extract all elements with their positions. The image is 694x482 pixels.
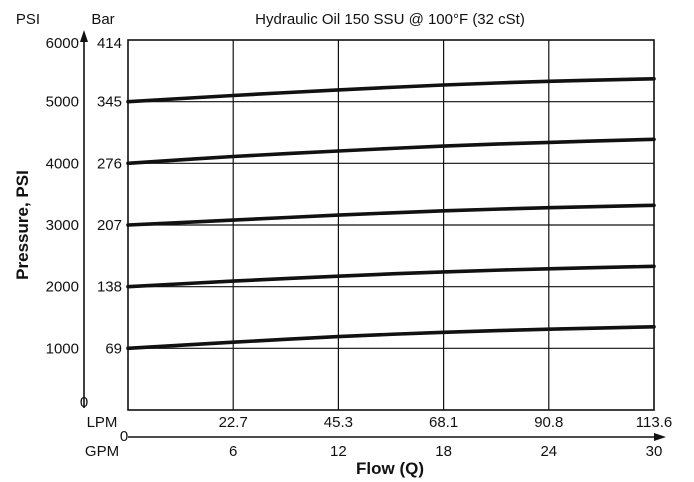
x-tick-label-lpm: 113.6 (636, 414, 672, 431)
y-unit-psi: PSI (16, 11, 40, 28)
x-tick-label-lpm: 90.8 (534, 414, 563, 431)
x-tick-label-lpm: 68.1 (429, 414, 458, 431)
y-tick-label-psi: 6000 (46, 35, 79, 52)
x-axis-arrow (654, 433, 666, 441)
y-tick-label-bar: 138 (97, 279, 122, 296)
x-unit-lpm: LPM (87, 414, 118, 431)
x-tick-label-lpm: 22.7 (219, 414, 248, 431)
series-line-4 (126, 137, 656, 166)
series-line-3 (126, 203, 656, 227)
y-axis-title: Pressure, PSI (13, 170, 32, 280)
tick-labels: 0 1000 2000 3000 4000 5000 6000 69 138 207 276 345 4… (46, 35, 673, 460)
x-unit-gpm: GPM (85, 443, 119, 460)
series-lines (126, 77, 656, 351)
series-line-5 (126, 77, 656, 104)
grid-lines (127, 39, 655, 411)
series-line-1 (126, 325, 656, 351)
x-tick-label-gpm: 12 (330, 443, 347, 460)
x-tick-label-gpm: 6 (229, 443, 237, 460)
x-tick-label-gpm: 30 (646, 443, 663, 460)
x-axis-title: Flow (Q) (356, 459, 424, 478)
x-tick-label-gpm: 24 (540, 443, 557, 460)
y-tick-label-bar: 276 (97, 155, 122, 172)
y-tick-label-psi: 4000 (46, 155, 79, 172)
y-axis-arrow (80, 30, 88, 42)
chart-title: Hydraulic Oil 150 SSU @ 100°F (32 cSt) (255, 11, 525, 28)
y-tick-label-bar: 207 (97, 217, 122, 234)
y-tick-label-psi: 5000 (46, 94, 79, 111)
y-tick-label-psi: 0 (80, 394, 88, 411)
y-tick-label-psi: 3000 (46, 217, 79, 234)
series-line-2 (126, 264, 656, 289)
axes (80, 30, 666, 441)
y-tick-label-bar: 345 (97, 94, 122, 111)
y-tick-label-bar: 69 (105, 340, 122, 357)
y-tick-label-bar: 414 (97, 35, 122, 52)
y-unit-bar: Bar (91, 11, 114, 28)
y-tick-label-psi: 1000 (46, 340, 79, 357)
x-tick-label-gpm: 0 (120, 428, 128, 445)
y-tick-label-psi: 2000 (46, 279, 79, 296)
x-tick-label-lpm: 45.3 (324, 414, 353, 431)
x-tick-label-gpm: 18 (435, 443, 452, 460)
